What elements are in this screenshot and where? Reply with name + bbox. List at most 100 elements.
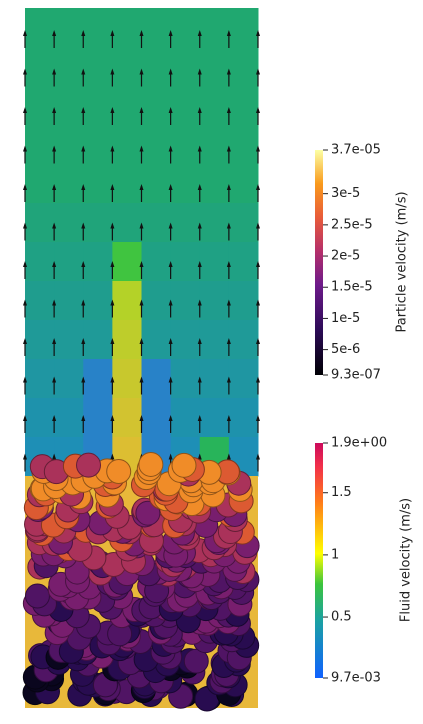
fluid-cell	[141, 242, 172, 282]
arrow-head	[139, 107, 144, 113]
arrow-head	[81, 68, 86, 75]
arrow-head	[81, 222, 86, 229]
fluid-colorbar	[315, 443, 323, 678]
arrow-head	[23, 184, 27, 190]
arrow-head	[168, 107, 173, 113]
arrow-head	[168, 299, 173, 306]
fluid-cell	[83, 398, 113, 438]
tick-label: 1	[331, 547, 339, 562]
arrow-head	[81, 376, 86, 383]
arrow-head	[256, 453, 260, 460]
arrow-head	[256, 222, 260, 229]
arrow-head	[168, 338, 173, 344]
fluid-cell	[83, 281, 113, 321]
arrow-head	[52, 453, 57, 460]
arrow-head	[139, 68, 144, 75]
arrow-head	[52, 184, 57, 190]
arrow-head	[256, 68, 260, 75]
arrow-head	[23, 453, 27, 460]
fluid-cell	[54, 125, 84, 165]
arrow-head	[52, 338, 57, 344]
arrow-head	[52, 145, 57, 152]
arrow-head	[197, 453, 202, 460]
fluid-cell	[170, 281, 201, 321]
arrow-head	[139, 415, 144, 421]
fluid-cell	[54, 164, 84, 204]
colorbar-title: Particle velocity (m/s)	[395, 191, 410, 332]
fluid-cell	[83, 164, 113, 204]
arrow-head	[110, 30, 115, 36]
particle	[106, 459, 132, 485]
fluid-cell	[112, 203, 142, 243]
arrow-head	[81, 30, 86, 36]
fluid-cell	[112, 281, 142, 321]
fluid-cell	[83, 242, 113, 282]
arrow-head	[256, 107, 260, 113]
arrow-head	[23, 261, 27, 267]
fluid-cell	[228, 320, 259, 360]
arrow-head	[256, 145, 260, 152]
fluid-cell	[54, 281, 84, 321]
arrow-head	[23, 222, 27, 229]
arrow-head	[81, 415, 86, 421]
fluid-cell	[141, 8, 172, 48]
arrow-head	[168, 415, 173, 421]
arrow-head	[226, 222, 231, 229]
arrow-head	[226, 415, 231, 421]
arrow-head	[197, 376, 202, 383]
arrow-head	[197, 222, 202, 229]
fluid-cell	[25, 281, 55, 321]
arrow-head	[168, 184, 173, 190]
fluid-cell	[112, 164, 142, 204]
tick-label: 9.7e-03	[331, 671, 381, 686]
arrow-head	[110, 453, 115, 460]
tick-label: 1.9e+00	[331, 436, 387, 451]
fluid-cell	[228, 359, 259, 399]
fluid-cell	[112, 320, 142, 360]
arrow-head	[81, 184, 86, 190]
fluid-cell	[170, 86, 201, 126]
fluid-cell	[141, 398, 172, 438]
fluid-cell	[228, 8, 259, 48]
fluid-cell	[54, 320, 84, 360]
arrow-head	[110, 415, 115, 421]
fluid-cell	[112, 47, 142, 87]
fluid-cell	[25, 203, 55, 243]
arrow-head	[52, 68, 57, 75]
fluid-cell	[112, 398, 142, 438]
fluid-cell	[228, 242, 259, 282]
arrow-head	[23, 415, 27, 421]
arrow-head	[52, 222, 57, 229]
arrow-head	[226, 68, 231, 75]
arrow-head	[110, 376, 115, 383]
fluid-cell	[199, 281, 230, 321]
arrow-head	[197, 184, 202, 190]
arrow-head	[110, 261, 115, 267]
fluid-cell	[170, 164, 201, 204]
fluid-cell	[199, 47, 230, 87]
fluid-cell	[112, 359, 142, 399]
fluid-cell	[54, 8, 84, 48]
arrow-head	[256, 376, 260, 383]
arrow-head	[110, 184, 115, 190]
fluid-cell	[141, 164, 172, 204]
fluid-cell	[228, 164, 259, 204]
fluid-cell	[25, 86, 55, 126]
fluid-cell	[112, 242, 142, 282]
fluid-cell	[25, 320, 55, 360]
arrow-head	[110, 107, 115, 113]
arrow-head	[197, 107, 202, 113]
particle	[24, 583, 50, 609]
tick-label: 0.5	[331, 610, 352, 625]
tick-label: 1.5	[331, 485, 352, 500]
fluid-cell	[199, 8, 230, 48]
fluid-cell	[170, 8, 201, 48]
fluid-cell	[170, 398, 201, 438]
fluid-cell	[228, 86, 259, 126]
arrow-head	[139, 261, 144, 267]
arrow-head	[226, 376, 231, 383]
arrow-head	[81, 261, 86, 267]
fluid-cell	[199, 242, 230, 282]
tick-label: 1.5e-5	[331, 280, 373, 295]
